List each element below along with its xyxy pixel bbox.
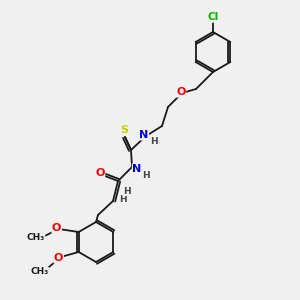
Text: O: O: [54, 253, 63, 263]
Text: H: H: [142, 170, 150, 179]
Text: Cl: Cl: [207, 12, 219, 22]
Text: H: H: [119, 194, 127, 203]
Text: H: H: [123, 187, 131, 196]
Text: CH₃: CH₃: [27, 232, 45, 242]
Text: H: H: [150, 136, 158, 146]
Text: N: N: [140, 130, 148, 140]
Text: O: O: [95, 168, 105, 178]
Text: N: N: [132, 164, 142, 174]
Text: CH₃: CH₃: [31, 268, 49, 277]
Text: O: O: [176, 87, 186, 97]
Text: O: O: [52, 223, 62, 233]
Text: S: S: [120, 125, 128, 135]
